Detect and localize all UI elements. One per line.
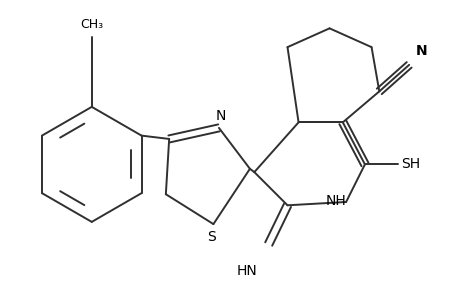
Text: N: N xyxy=(415,44,426,58)
Text: SH: SH xyxy=(401,158,420,171)
Text: HN: HN xyxy=(236,264,257,278)
Text: CH₃: CH₃ xyxy=(80,18,103,31)
Text: N: N xyxy=(215,110,226,124)
Text: S: S xyxy=(207,230,215,244)
Text: NH: NH xyxy=(325,194,346,208)
